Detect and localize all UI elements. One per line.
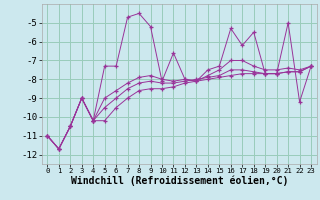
- X-axis label: Windchill (Refroidissement éolien,°C): Windchill (Refroidissement éolien,°C): [70, 176, 288, 186]
